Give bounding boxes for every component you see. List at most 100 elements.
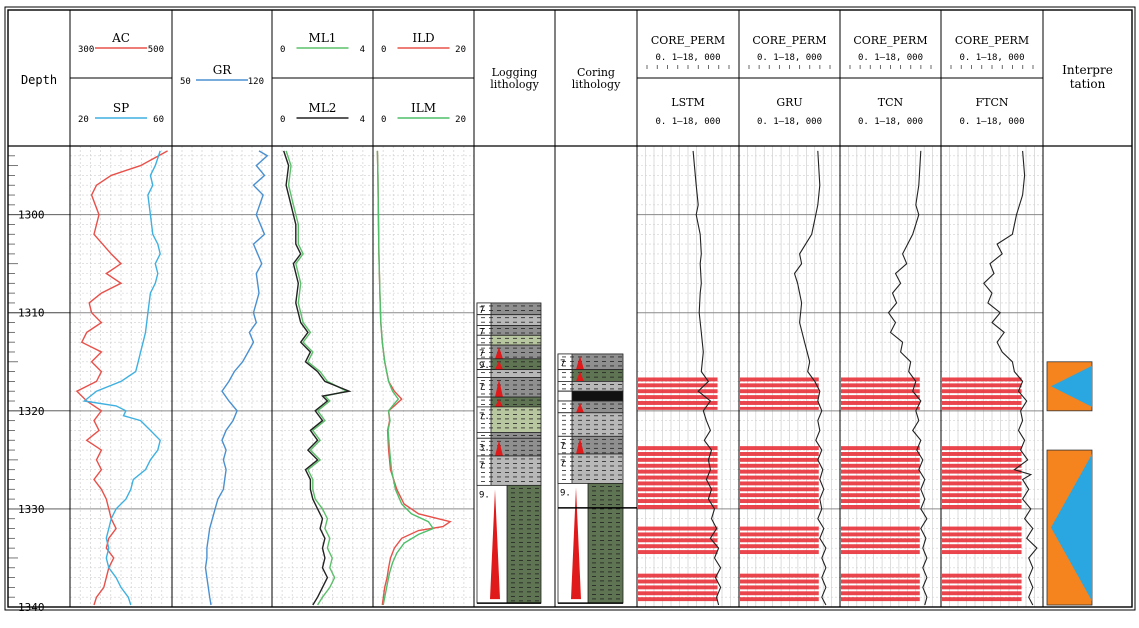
curve-min-label: 0	[381, 45, 386, 55]
core-perm-band	[942, 395, 1022, 400]
lithology-header: Coring	[577, 66, 615, 79]
core-perm-band	[942, 532, 1022, 537]
interpretation-wedge	[1051, 365, 1092, 407]
core-perm-band	[942, 487, 1022, 492]
core-perm-band	[942, 585, 1022, 590]
core-perm-band	[638, 585, 718, 590]
lithology-tag-box	[476, 396, 492, 408]
core-perm-band	[841, 475, 920, 480]
core-perm-band	[638, 487, 718, 492]
core-perm-band	[740, 597, 819, 602]
core-perm-band	[638, 504, 718, 509]
core-perm-band	[740, 585, 819, 590]
core-perm-band	[638, 550, 718, 555]
curve-ml2	[283, 150, 352, 606]
core-perm-band	[942, 550, 1022, 555]
core-perm-band	[841, 550, 920, 555]
core-perm-band	[740, 389, 819, 394]
core-perm-band	[740, 493, 819, 498]
curve-min-label: 300	[78, 45, 94, 55]
oil-marker	[576, 355, 584, 370]
lithology-tag-box	[557, 400, 573, 414]
core-perm-band	[942, 389, 1022, 394]
curve-gru	[793, 150, 827, 606]
core-perm-band	[841, 585, 920, 590]
oil-marker	[495, 399, 503, 407]
core-perm-band	[638, 457, 718, 462]
core-perm-band	[740, 406, 819, 410]
perm-scale-label: 0. 1—18, 000	[858, 53, 923, 63]
core-perm-label: CORE_PERM	[752, 34, 826, 47]
core-perm-band	[841, 504, 920, 509]
core-perm-band	[638, 579, 718, 584]
core-perm-band	[740, 446, 819, 451]
core-perm-band	[942, 526, 1022, 531]
curve-ilm	[376, 150, 435, 606]
core-perm-band	[638, 481, 718, 486]
lithology-tag: 7	[560, 459, 565, 469]
core-perm-band	[740, 579, 819, 584]
curve-max-label: 20	[455, 45, 466, 55]
core-perm-band	[638, 452, 718, 456]
core-perm-band	[942, 579, 1022, 584]
core-perm-band	[841, 463, 920, 468]
oil-marker	[576, 438, 584, 454]
core-perm-band	[841, 538, 920, 543]
core-perm-band	[942, 406, 1022, 410]
curve-max-label: 500	[148, 45, 164, 55]
curve-name-sp: SP	[113, 101, 129, 115]
core-perm-band	[740, 550, 819, 555]
core-perm-band	[638, 463, 718, 468]
core-perm-band	[841, 591, 920, 596]
core-perm-band	[740, 499, 819, 504]
core-perm-band	[942, 463, 1022, 468]
core-perm-band	[740, 532, 819, 537]
curve-min-label: 20	[78, 115, 89, 125]
core-perm-band	[740, 383, 819, 388]
interpretation-header: Interpre	[1062, 63, 1113, 77]
core-perm-band	[942, 544, 1022, 549]
core-perm-band	[740, 469, 819, 474]
core-perm-band	[638, 532, 718, 537]
lithology-layer	[506, 484, 542, 604]
perm-track-name: LSTM	[671, 96, 704, 109]
oil-marker	[495, 379, 503, 398]
oil-marker	[495, 440, 503, 456]
core-perm-band	[638, 493, 718, 498]
core-perm-band	[740, 481, 819, 486]
core-perm-band	[841, 532, 920, 537]
core-perm-band	[638, 499, 718, 504]
core-perm-band	[638, 446, 718, 451]
curve-max-label: 120	[248, 77, 264, 87]
curve-name-ml1: ML1	[309, 31, 337, 45]
core-perm-band	[638, 401, 718, 405]
perm-scale-label: 0. 1—18, 000	[959, 117, 1024, 127]
oil-marker	[576, 403, 584, 413]
core-perm-label: CORE_PERM	[955, 34, 1029, 47]
core-perm-band	[638, 544, 718, 549]
core-perm-band	[942, 573, 1022, 578]
lithology-tag: 7	[479, 382, 484, 392]
core-perm-band	[841, 406, 920, 410]
curve-max-label: 20	[455, 115, 466, 125]
core-perm-band	[841, 487, 920, 492]
interpretation-header: tation	[1070, 77, 1106, 91]
core-perm-band	[841, 452, 920, 456]
core-perm-band	[942, 401, 1022, 405]
core-perm-band	[942, 457, 1022, 462]
core-perm-band	[638, 538, 718, 543]
core-perm-band	[841, 383, 920, 388]
lithology-tag: 9.	[560, 488, 571, 498]
oil-marker	[571, 487, 581, 600]
outer-frame-2	[4, 6, 1136, 611]
core-perm-label: CORE_PERM	[651, 34, 725, 47]
lithology-tag: 9.	[479, 490, 490, 500]
core-perm-band	[638, 389, 718, 394]
depth-tick-label: 1300	[18, 209, 45, 222]
core-perm-band	[638, 469, 718, 474]
lithology-tag-box	[557, 381, 573, 392]
core-perm-band	[841, 573, 920, 578]
core-perm-band	[740, 538, 819, 543]
curve-ftcn	[983, 150, 1038, 606]
interpretation-wedge	[1051, 454, 1092, 602]
